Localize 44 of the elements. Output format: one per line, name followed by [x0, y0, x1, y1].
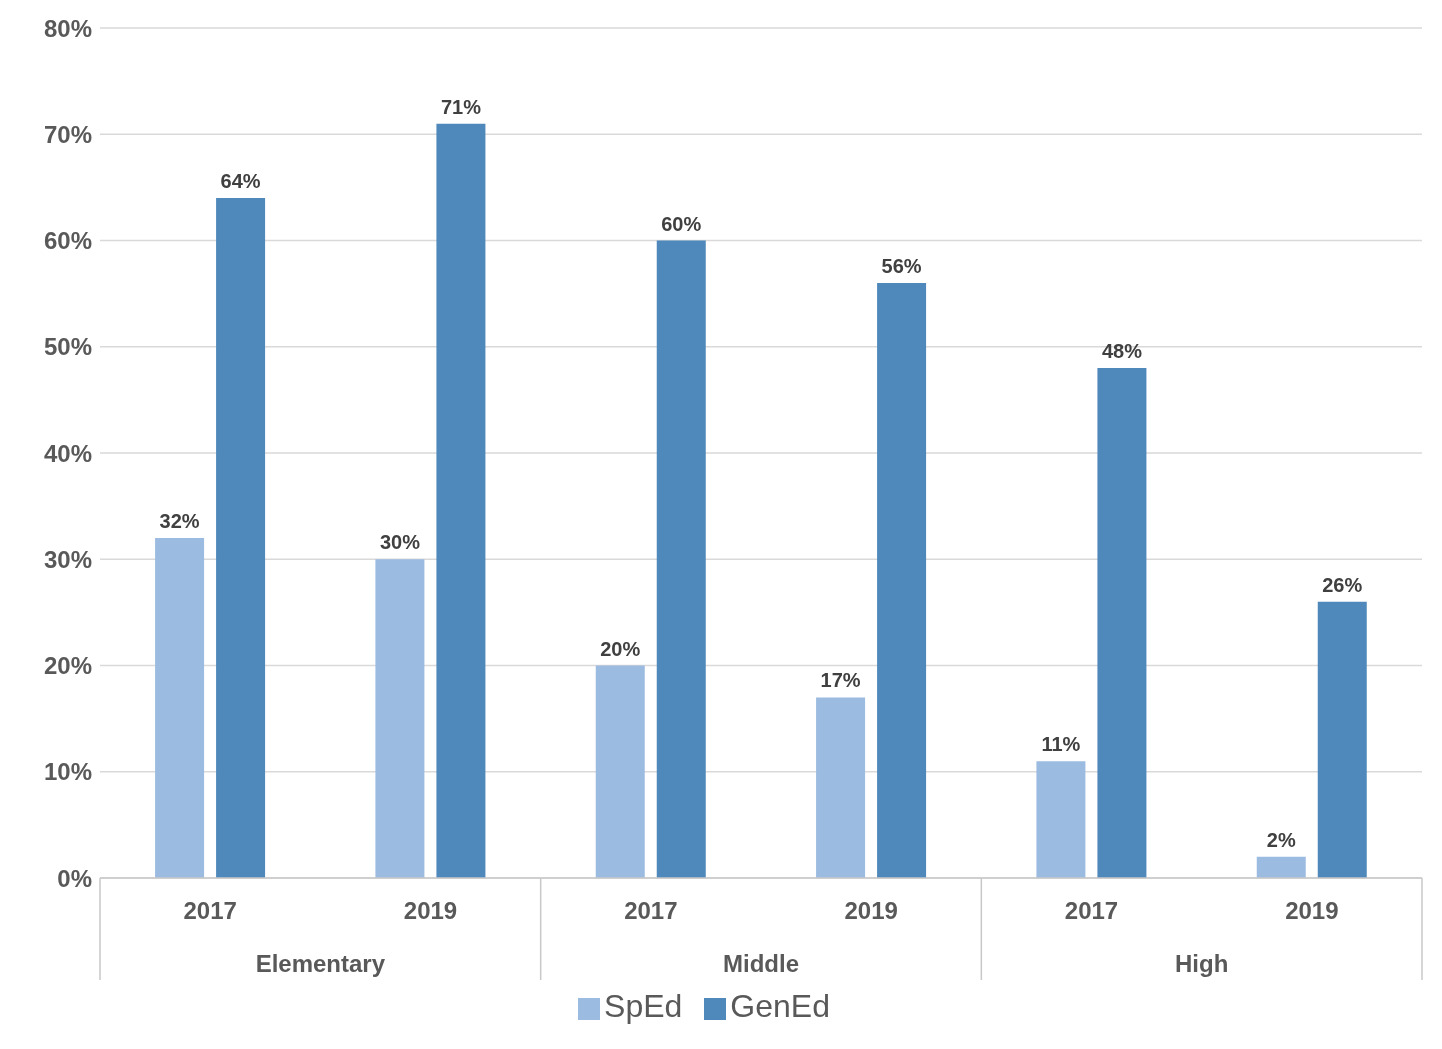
- bar: [155, 538, 205, 878]
- x-tick-label: 2019: [1285, 897, 1339, 925]
- bar: [816, 697, 866, 878]
- data-label: 60%: [661, 212, 702, 235]
- bar: [1036, 761, 1086, 878]
- data-label: 17%: [820, 669, 861, 692]
- data-label: 71%: [440, 95, 482, 118]
- x-tick-label: 2017: [624, 897, 678, 925]
- y-tick-label: 20%: [43, 652, 92, 680]
- data-label: 32%: [159, 510, 200, 532]
- y-tick-label: 10%: [43, 758, 92, 786]
- bar: [656, 240, 706, 878]
- x-tick-label: 2017: [183, 897, 237, 925]
- bar: [877, 283, 927, 878]
- bar: [1317, 601, 1367, 878]
- y-tick-label: 50%: [43, 333, 92, 361]
- data-label: 56%: [881, 255, 922, 277]
- bar: [1097, 368, 1147, 878]
- data-label: 26%: [1322, 573, 1363, 596]
- bar: [216, 198, 266, 878]
- y-tick-label: 30%: [43, 545, 92, 573]
- y-tick-label: 0%: [57, 864, 92, 892]
- text: Elementary: [255, 950, 386, 977]
- x-tick-label: 2017: [1064, 897, 1119, 925]
- bar: [436, 123, 486, 878]
- data-label: 64%: [220, 170, 261, 192]
- data-label: 20%: [600, 637, 641, 660]
- data-label: 30%: [379, 531, 421, 554]
- data-label: 2%: [1266, 828, 1296, 851]
- y-tick-label: 40%: [43, 439, 92, 467]
- y-tick-label: 70%: [43, 120, 92, 148]
- text: Middle: [723, 950, 799, 977]
- data-label: 11%: [1041, 733, 1081, 756]
- legend-label: GenEd: [730, 988, 830, 1024]
- y-tick-label: 60%: [43, 227, 92, 255]
- bar: [1256, 856, 1306, 878]
- y-tick-label: 80%: [43, 14, 92, 42]
- legend-label: SpEd: [604, 988, 683, 1024]
- data-label: 48%: [1101, 340, 1143, 362]
- bar: [375, 559, 425, 878]
- bar: [595, 665, 645, 878]
- text: High: [1175, 950, 1229, 977]
- x-tick-label: 2019: [844, 897, 898, 925]
- x-tick-label: 2019: [403, 897, 458, 925]
